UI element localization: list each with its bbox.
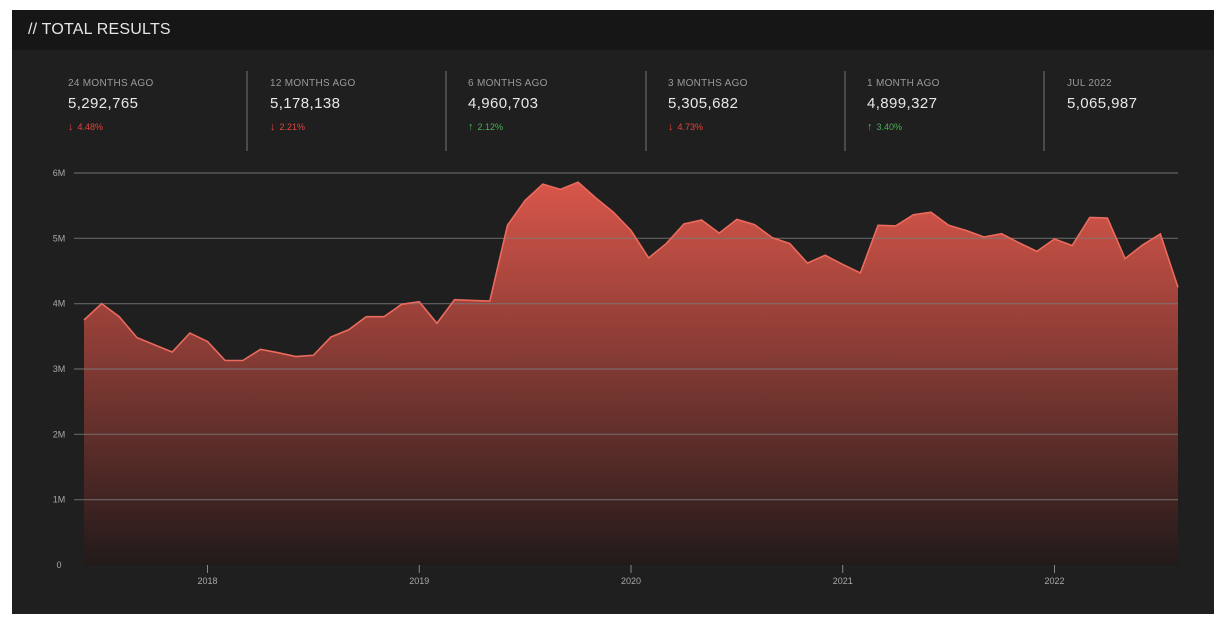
- stat-12-months-ago: 12 MONTHS AGO 5,178,138 ↓ 2.21%: [270, 78, 356, 133]
- stat-value: 4,899,327: [867, 95, 938, 112]
- stat-value: 5,305,682: [668, 95, 739, 112]
- stat-divider: [246, 71, 248, 151]
- area-fill: [84, 182, 1178, 565]
- area-chart: 0 1M 2M 3M 4M 5M 6M 2018 2019 2020 2021 2022: [53, 168, 1179, 586]
- stat-label: 24 MONTHS AGO: [68, 78, 154, 89]
- x-tick-label: 2022: [1044, 576, 1064, 586]
- stat-value: 4,960,703: [468, 95, 539, 112]
- stat-divider: [844, 71, 846, 151]
- stat-change: ↑ 2.12%: [468, 121, 548, 133]
- x-tick-label: 2020: [621, 576, 641, 586]
- stat-jul-2022: JUL 2022 5,065,987: [1067, 78, 1137, 112]
- y-tick-label: 3M: [53, 364, 66, 374]
- x-tick-label: 2021: [833, 576, 853, 586]
- y-tick-label: 1M: [53, 495, 66, 505]
- stat-label: 12 MONTHS AGO: [270, 78, 356, 89]
- stat-value: 5,292,765: [68, 95, 139, 112]
- stat-change: ↓ 4.48%: [68, 121, 154, 133]
- stat-label: 1 MONTH AGO: [867, 78, 940, 89]
- stat-value: 5,178,138: [270, 95, 341, 112]
- stat-change-value: 3.40%: [876, 122, 903, 132]
- arrow-up-icon: ↑: [468, 121, 474, 133]
- stat-change-value: 2.12%: [477, 122, 504, 132]
- stat-1-month-ago: 1 MONTH AGO 4,899,327 ↑ 3.40%: [867, 78, 940, 133]
- y-tick-label: 2M: [53, 429, 66, 439]
- stat-change-value: 4.73%: [677, 122, 704, 132]
- stat-divider: [645, 71, 647, 151]
- panel-title: // TOTAL RESULTS: [28, 21, 171, 38]
- arrow-down-icon: ↓: [270, 121, 276, 133]
- y-tick-label: 5M: [53, 233, 66, 243]
- x-tick-label: 2019: [409, 576, 429, 586]
- stat-label: JUL 2022: [1067, 78, 1112, 89]
- stat-divider: [445, 71, 447, 151]
- arrow-up-icon: ↑: [867, 121, 873, 133]
- stat-change: ↓ 4.73%: [668, 121, 748, 133]
- y-tick-label: 4M: [53, 299, 66, 309]
- stat-divider: [1043, 71, 1045, 151]
- stat-change-value: 2.21%: [279, 122, 306, 132]
- arrow-down-icon: ↓: [668, 121, 674, 133]
- stat-label: 6 MONTHS AGO: [468, 78, 548, 89]
- stat-change-value: 4.48%: [77, 122, 104, 132]
- stat-24-months-ago: 24 MONTHS AGO 5,292,765 ↓ 4.48%: [68, 78, 154, 133]
- stat-3-months-ago: 3 MONTHS AGO 5,305,682 ↓ 4.73%: [668, 78, 748, 133]
- x-tick-label: 2018: [198, 576, 218, 586]
- stat-change: ↓ 2.21%: [270, 121, 356, 133]
- series-line: [83, 181, 1179, 362]
- arrow-down-icon: ↓: [68, 121, 74, 133]
- stat-6-months-ago: 6 MONTHS AGO 4,960,703 ↑ 2.12%: [468, 78, 548, 133]
- stat-change: ↑ 3.40%: [867, 121, 940, 133]
- total-results-panel: // TOTAL RESULTS 24 MONTHS AGO 5,292,765…: [12, 10, 1214, 614]
- stat-value: 5,065,987: [1067, 95, 1138, 112]
- stat-label: 3 MONTHS AGO: [668, 78, 748, 89]
- y-tick-label: 6M: [53, 168, 66, 178]
- y-tick-label: 0: [56, 560, 61, 570]
- panel-header: // TOTAL RESULTS: [12, 10, 1214, 50]
